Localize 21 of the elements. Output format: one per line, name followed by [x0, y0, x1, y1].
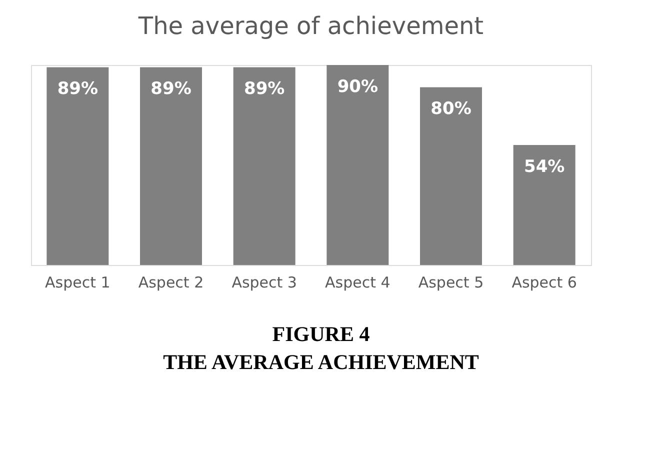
bar [140, 67, 202, 265]
caption: FIGURE 4 [272, 322, 370, 346]
bar [420, 87, 482, 265]
data-label: 90% [337, 77, 378, 97]
bar [326, 65, 389, 265]
data-label: 89% [57, 79, 98, 100]
chart-title: The average of achievement [137, 12, 484, 40]
data-label: 80% [430, 99, 472, 120]
bar [513, 145, 576, 265]
x-tick-label: Aspect 3 [232, 274, 297, 292]
data-label: 89% [150, 79, 192, 100]
x-tick-label: Aspect 4 [325, 274, 390, 292]
x-tick-label: Aspect 1 [45, 274, 110, 292]
x-tick-label: Aspect 5 [418, 274, 484, 292]
data-label: 89% [244, 79, 285, 100]
bar [233, 67, 296, 265]
text: THE AVERAGE ACHIEVEMENT [163, 350, 479, 374]
data-label: 54% [524, 157, 565, 177]
x-tick-label: Aspect 2 [138, 274, 204, 292]
x-tick-label: Aspect 6 [512, 274, 577, 292]
bar [46, 67, 109, 265]
